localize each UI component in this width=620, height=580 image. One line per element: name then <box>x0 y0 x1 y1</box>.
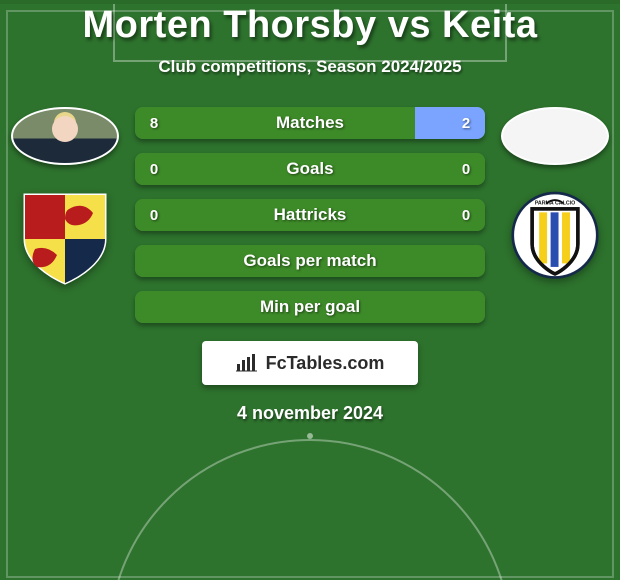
stat-row: Hattricks00 <box>135 199 485 231</box>
watermark-badge: FcTables.com <box>202 341 418 385</box>
comparison-panel: Matches82 Goals00 Hattricks00 Goals per mat… <box>0 107 620 323</box>
left-club-crest <box>21 193 109 281</box>
left-player-avatar <box>11 107 119 165</box>
right-club-crest: PARMA CALCIO <box>511 193 599 281</box>
left-player-column <box>9 107 121 281</box>
stat-bar-right <box>415 107 485 139</box>
right-player-column: PARMA CALCIO <box>499 107 611 281</box>
svg-text:PARMA CALCIO: PARMA CALCIO <box>535 200 575 206</box>
bars-icon <box>236 354 258 372</box>
stat-bar-left <box>135 245 485 277</box>
stat-bar-right <box>310 153 485 185</box>
stat-bar-left <box>135 199 310 231</box>
stat-bar-left <box>135 107 415 139</box>
watermark-text: FcTables.com <box>266 353 385 374</box>
stat-row: Matches82 <box>135 107 485 139</box>
stat-bar-left <box>135 291 485 323</box>
stat-bars: Matches82 Goals00 Hattricks00 Goals per mat… <box>135 107 485 323</box>
stat-bar-left <box>135 153 310 185</box>
date-label: 4 november 2024 <box>0 403 620 424</box>
right-player-avatar <box>501 107 609 165</box>
stat-row: Goals00 <box>135 153 485 185</box>
page-title: Morten Thorsby vs Keita <box>0 4 620 47</box>
stat-row: Goals per match <box>135 245 485 277</box>
page-subtitle: Club competitions, Season 2024/2025 <box>0 57 620 77</box>
stat-bar-right <box>310 199 485 231</box>
stat-row: Min per goal <box>135 291 485 323</box>
